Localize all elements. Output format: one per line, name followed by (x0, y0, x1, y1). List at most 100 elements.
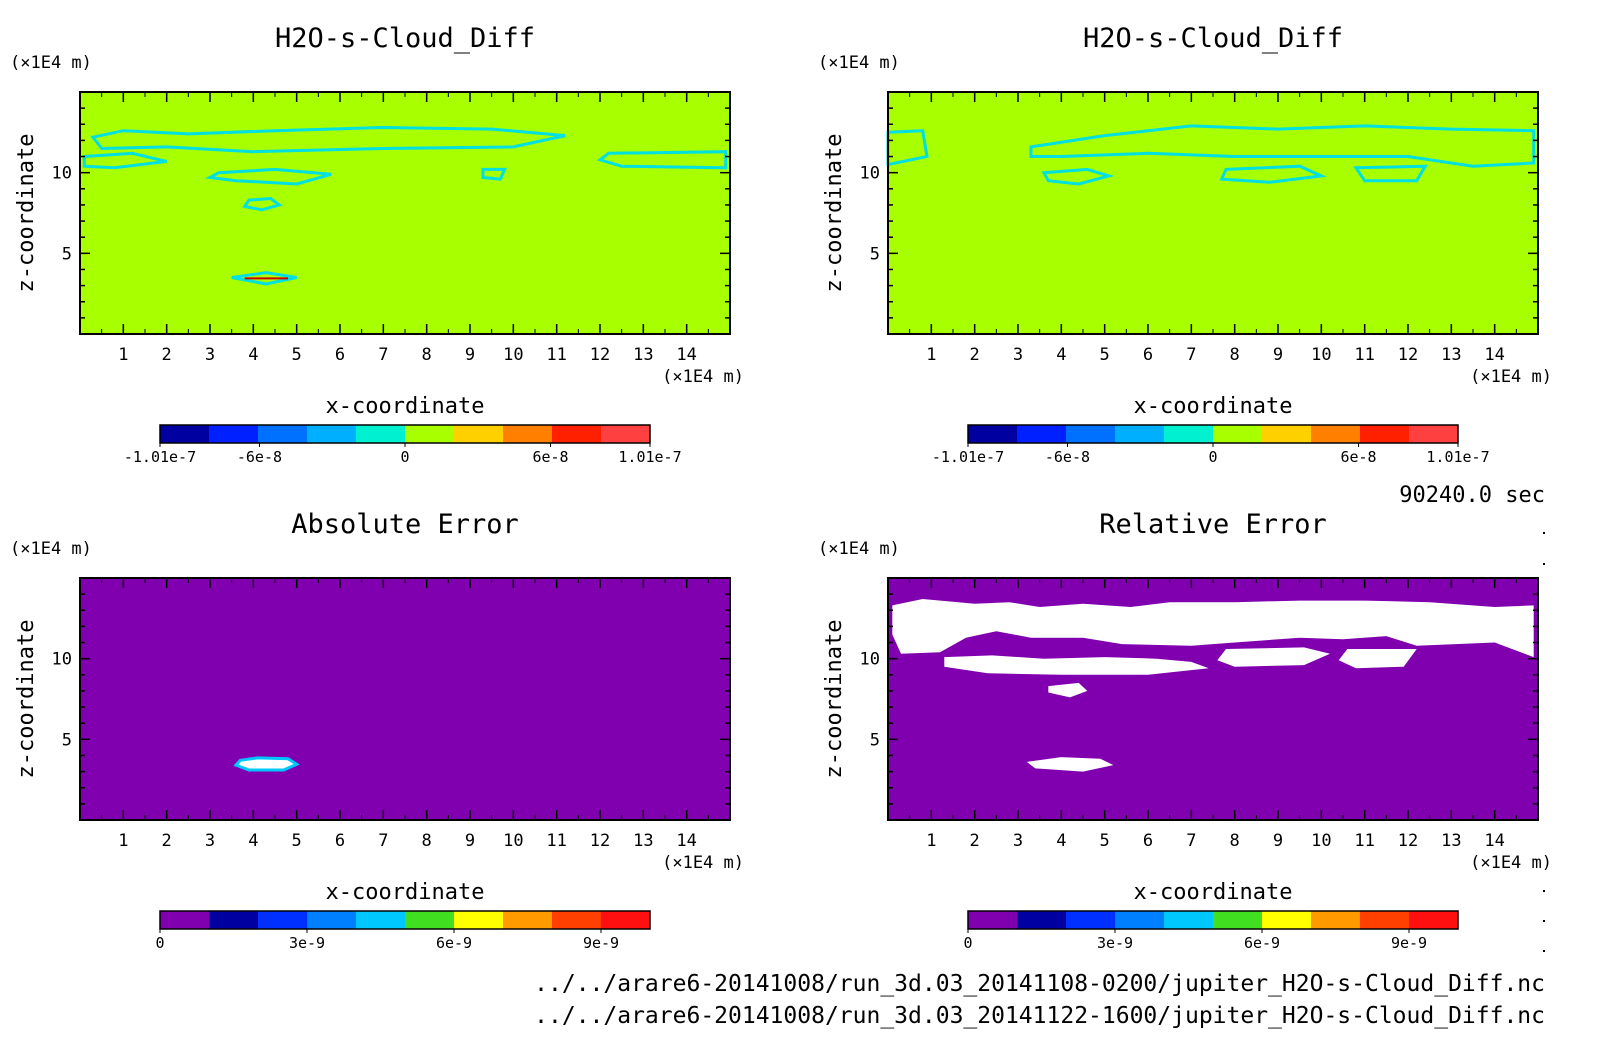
time-label: 90240.0 sec (1399, 483, 1545, 508)
colorbar-tick-label: 6e-9 (1244, 934, 1280, 952)
y-unit-label: (×1E4 m) (10, 53, 92, 73)
colorbar-segment (1311, 911, 1361, 929)
panel-bottom-right: Relative Error(×1E4 m)1 2 3 4 5 6 7 8 9 10 11 12 13 1… (818, 509, 1552, 952)
x-tick-label: 2 (162, 345, 172, 365)
y-axis-label: z-coordinate (822, 620, 847, 779)
x-tick-label: 3 (1013, 831, 1023, 851)
x-tick-label: 1 (118, 345, 128, 365)
x-tick-label: 2 (970, 831, 980, 851)
contour-line (1029, 124, 1536, 168)
x-tick-label: 11 (1354, 345, 1374, 365)
cloud-mask-region (1048, 682, 1088, 698)
colorbar-segment (1066, 911, 1116, 929)
colorbar-segment (1017, 425, 1067, 443)
contour-line (1041, 167, 1115, 186)
colorbar-segment (1017, 911, 1067, 929)
y-tick-label: 5 (870, 730, 880, 750)
x-tick-label: 7 (378, 345, 388, 365)
colorbar-segment (356, 911, 406, 929)
x-tick-label: 6 (335, 345, 345, 365)
colorbar-tick-label: 3e-9 (1097, 934, 1133, 952)
x-axis-label: x-coordinate (1134, 394, 1293, 419)
y-tick-label: 10 (52, 650, 72, 670)
colorbar-segment (160, 911, 210, 929)
colorbar-segment (601, 911, 651, 929)
chart-title: H2O-s-Cloud_Diff (1083, 23, 1343, 54)
x-tick-label: 12 (590, 345, 610, 365)
colorbar-tick-label: 1.01e-7 (1426, 448, 1489, 466)
y-axis-label: z-coordinate (14, 620, 39, 779)
x-tick-label: 13 (1441, 345, 1461, 365)
contour-line (242, 196, 283, 212)
x-tick-label: 10 (503, 831, 523, 851)
colorbar-segment (552, 911, 602, 929)
x-tick-label: 1 (118, 831, 128, 851)
contour-line (82, 151, 168, 170)
x-tick-label: 14 (1484, 831, 1504, 851)
x-unit-label: (×1E4 m) (1470, 367, 1552, 387)
x-tick-label: 13 (633, 345, 653, 365)
colorbar-segment (601, 425, 651, 443)
x-unit-label: (×1E4 m) (1470, 853, 1552, 873)
x-tick-label: 12 (1398, 831, 1418, 851)
x-tick-label: 13 (1441, 831, 1461, 851)
colorbar-segment (503, 911, 553, 929)
plot-area (80, 578, 730, 820)
colorbar-tick-label: 0 (1208, 448, 1217, 466)
error-patch (233, 756, 300, 772)
x-tick-label: 9 (1273, 831, 1283, 851)
x-tick-label: 1 (926, 345, 936, 365)
colorbar-tick-label: 0 (400, 448, 409, 466)
x-tick-label: 6 (1143, 831, 1153, 851)
plot-area (888, 92, 1538, 334)
x-tick-label: 14 (676, 831, 696, 851)
colorbar-segment (258, 911, 308, 929)
y-unit-label: (×1E4 m) (818, 53, 900, 73)
y-axis-label: z-coordinate (822, 134, 847, 293)
x-tick-label: 9 (465, 831, 475, 851)
x-tick-label: 4 (1056, 831, 1066, 851)
colorbar-tick-label: -6e-8 (237, 448, 282, 466)
x-tick-label: 14 (676, 345, 696, 365)
colorbar-tick-label: 6e-9 (436, 934, 472, 952)
x-tick-label: 7 (1186, 831, 1196, 851)
margin-dots (1543, 532, 1545, 952)
colorbar-segment (1262, 425, 1312, 443)
colorbar-segment (1213, 425, 1263, 443)
colorbar-tick-label: 0 (155, 934, 164, 952)
cloud-mask-region (892, 599, 1534, 658)
x-unit-label: (×1E4 m) (662, 367, 744, 387)
x-tick-label: 4 (248, 831, 258, 851)
x-tick-label: 10 (1311, 831, 1331, 851)
y-axis-label: z-coordinate (14, 134, 39, 293)
x-tick-label: 3 (205, 345, 215, 365)
chart-title: H2O-s-Cloud_Diff (275, 23, 535, 54)
colorbar-segment (356, 425, 406, 443)
x-tick-label: 9 (1273, 345, 1283, 365)
colorbar-tick-label: 9e-9 (583, 934, 619, 952)
y-tick-label: 10 (52, 164, 72, 184)
colorbar-segment (1115, 425, 1165, 443)
y-tick-label: 10 (860, 650, 880, 670)
y-unit-label: (×1E4 m) (818, 539, 900, 559)
colorbar-segment (454, 425, 504, 443)
colorbar-tick-label: 0 (963, 934, 972, 952)
contour-line (205, 167, 332, 186)
colorbar-segment (1360, 425, 1410, 443)
panel-top-right: H2O-s-Cloud_Diff(×1E4 m)1 2 3 4 5 6 7 8 9 10 11 12 1… (818, 23, 1552, 466)
plot-area (80, 92, 730, 334)
x-tick-label: 7 (1186, 345, 1196, 365)
colorbar-segment (1115, 911, 1165, 929)
colorbar-segment (1066, 425, 1116, 443)
colorbar-tick-label: -1.01e-7 (932, 448, 1004, 466)
colorbar-frame (159, 910, 651, 930)
contour-line (481, 167, 508, 181)
x-tick-label: 11 (1354, 831, 1374, 851)
x-tick-label: 8 (422, 831, 432, 851)
x-tick-label: 3 (1013, 345, 1023, 365)
colorbar-segment (1311, 425, 1361, 443)
colorbar-segment (968, 911, 1018, 929)
x-tick-label: 5 (1100, 831, 1110, 851)
colorbar-segment (258, 425, 308, 443)
